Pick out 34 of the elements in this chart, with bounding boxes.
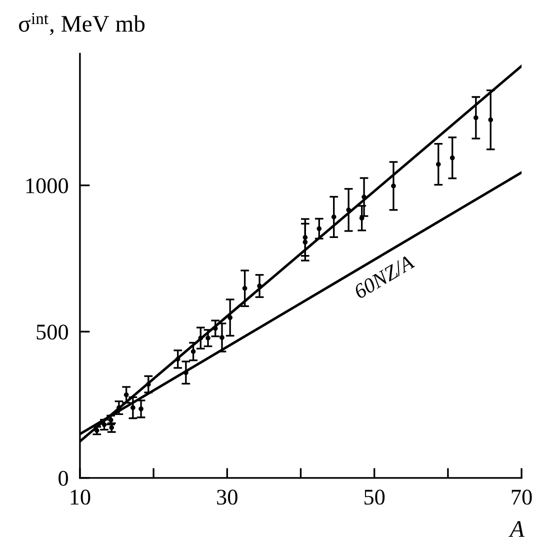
x-axis-title: A: [508, 521, 524, 537]
point: [302, 240, 308, 245]
point: [124, 392, 129, 398]
x-tick-label: 50: [364, 490, 385, 505]
point: [138, 406, 144, 412]
point: [362, 194, 366, 200]
x-tick-label: 30: [217, 490, 238, 505]
point: [316, 226, 322, 232]
point: [183, 370, 188, 376]
point: [391, 184, 396, 188]
y-tick-label: 0: [58, 470, 68, 486]
point: [346, 208, 352, 212]
point: [198, 336, 204, 341]
point: [220, 335, 224, 340]
point: [228, 315, 233, 320]
point: [242, 286, 248, 291]
point: [257, 284, 262, 288]
point: [450, 155, 455, 160]
y-tick-label: 500: [36, 324, 68, 340]
point: [190, 349, 196, 354]
point: [175, 356, 180, 362]
point: [331, 214, 336, 220]
point: [130, 405, 136, 410]
y-tick-label: 1000: [26, 178, 68, 194]
point: [302, 235, 308, 240]
point: [102, 422, 107, 428]
point: [473, 115, 478, 120]
point: [146, 382, 151, 387]
x-tick-label: 70: [512, 490, 532, 505]
point: [488, 117, 494, 122]
point: [206, 336, 210, 341]
y-axis-title: σ$^{int}$, MeV mb: [19, 13, 145, 36]
x-tick-label: 10: [70, 490, 90, 505]
point: [436, 162, 441, 167]
